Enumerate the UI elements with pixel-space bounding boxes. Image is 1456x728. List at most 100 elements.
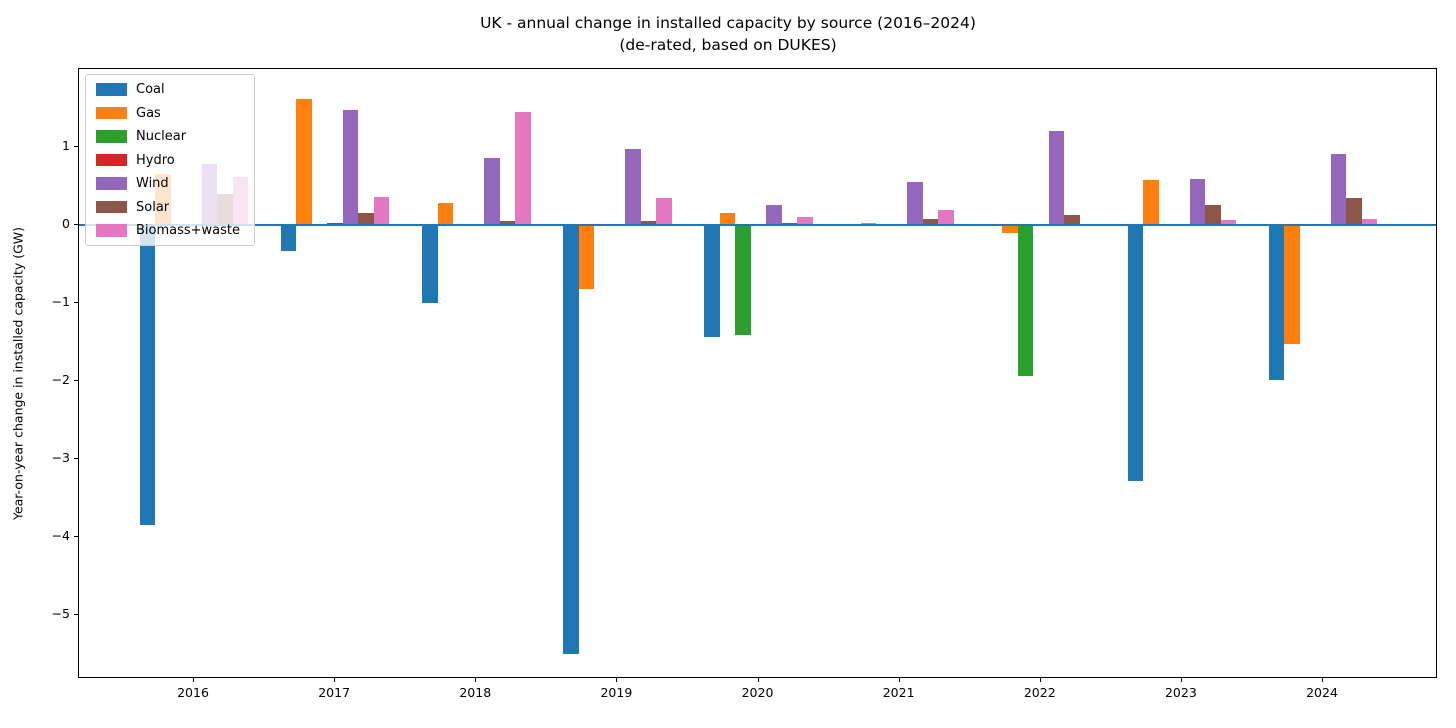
x-tick-mark: [1039, 678, 1041, 682]
bar-solar-2020: [781, 222, 798, 225]
bar-coal-2017: [280, 225, 297, 251]
bar-coal-2024: [1268, 225, 1285, 381]
x-tick-label: 2023: [1164, 685, 1197, 700]
chart-title-block: UK - annual change in installed capacity…: [0, 12, 1456, 56]
bar-nuclear-2022: [1017, 225, 1033, 377]
bar-solar-2023: [1205, 204, 1221, 225]
bar-biomass-waste-2023: [1220, 220, 1237, 225]
legend-swatch-icon: [96, 83, 127, 96]
y-tick-mark: [74, 146, 78, 147]
y-tick-label: 1: [62, 138, 70, 153]
y-tick-mark: [74, 224, 78, 225]
bar-coal-2023: [1127, 225, 1144, 481]
legend-swatch-icon: [96, 200, 127, 214]
y-tick-label: −5: [51, 606, 70, 622]
legend-label: Solar: [136, 199, 170, 215]
bar-coal-2020: [704, 225, 720, 338]
y-axis-label: Year-on-year change in installed capacit…: [10, 226, 26, 521]
bar-coal-2018: [422, 225, 438, 303]
bar-solar-2019: [640, 221, 657, 225]
legend-label: Coal: [136, 82, 165, 97]
x-tick-label: 2024: [1306, 685, 1338, 700]
bar-gas-2018: [437, 203, 453, 225]
x-tick-mark: [898, 678, 900, 682]
bar-hydro-2017: [327, 222, 343, 225]
bar-nuclear-2020: [735, 225, 751, 335]
legend-item-hydro: Hydro: [96, 154, 240, 167]
bar-wind-2019: [625, 149, 641, 225]
y-tick-label: −1: [51, 294, 70, 309]
legend-label: Hydro: [136, 152, 175, 168]
bar-solar-2017: [358, 213, 374, 225]
bar-gas-2023: [1143, 179, 1159, 225]
y-tick-mark: [74, 302, 78, 303]
y-tick-mark: [74, 614, 78, 616]
legend-swatch-icon: [96, 224, 127, 237]
legend-swatch-icon: [96, 130, 127, 143]
bar-gas-2020: [719, 212, 736, 225]
x-tick-mark: [616, 678, 618, 682]
legend-label: Nuclear: [136, 129, 187, 144]
bar-wind-2022: [1048, 130, 1064, 225]
x-tick-label: 2016: [177, 685, 209, 700]
bar-gas-2024: [1284, 225, 1300, 345]
bar-biomass-waste-2017: [373, 196, 390, 225]
bar-biomass-waste-2019: [656, 197, 672, 225]
x-tick-mark: [475, 678, 477, 682]
bar-solar-2022: [1064, 214, 1080, 225]
x-tick-label: 2021: [882, 685, 915, 700]
y-tick-label: −2: [51, 372, 70, 388]
y-tick-label: 0: [62, 216, 70, 231]
y-tick-mark: [74, 536, 78, 538]
bar-coal-2019: [563, 225, 579, 655]
bar-wind-2017: [342, 109, 359, 225]
x-tick-label: 2017: [318, 685, 351, 700]
x-tick-label: 2019: [600, 685, 633, 700]
bar-coal-2016: [139, 225, 156, 526]
bar-biomass-waste-2021: [938, 210, 954, 225]
legend-swatch-icon: [96, 106, 127, 120]
bar-solar-2021: [922, 218, 939, 225]
x-tick-mark: [757, 678, 759, 682]
bar-wind-2021: [907, 182, 923, 225]
x-tick-label: 2022: [1023, 685, 1056, 700]
legend-item-biomass-waste: Biomass+waste: [96, 224, 240, 237]
y-tick-mark: [74, 458, 78, 460]
chart-subtitle: (de-rated, based on DUKES): [619, 36, 837, 54]
bar-biomass-waste-2024: [1361, 218, 1378, 225]
x-tick-mark: [1322, 678, 1323, 682]
legend-item-wind: Wind: [96, 177, 240, 190]
bar-solar-2018: [499, 221, 515, 225]
legend-item-gas: Gas: [96, 107, 240, 120]
x-tick-label: 2020: [741, 685, 774, 700]
zero-line: [79, 224, 1436, 226]
legend: Coal Gas Nuclear Hydro Wind Solar Biomass+wast…: [85, 74, 256, 246]
bar-gas-2022: [1002, 225, 1018, 233]
x-tick-label: 2018: [459, 685, 492, 700]
bar-biomass-waste-2020: [797, 217, 813, 225]
legend-item-nuclear: Nuclear: [96, 130, 240, 143]
y-tick-mark: [74, 380, 78, 382]
x-tick-mark: [1180, 678, 1182, 682]
legend-item-coal: Coal: [96, 83, 240, 96]
bar-wind-2018: [484, 157, 500, 225]
plot-area: Coal Gas Nuclear Hydro Wind Solar Biomass+wast…: [78, 68, 1437, 678]
x-tick-mark: [193, 678, 194, 682]
chart-title: UK - annual change in installed capacity…: [480, 14, 976, 32]
legend-label: Gas: [136, 105, 161, 121]
bar-wind-2023: [1189, 178, 1206, 225]
legend-swatch-icon: [96, 153, 127, 167]
bar-biomass-waste-2018: [515, 111, 531, 225]
bar-wind-2024: [1330, 154, 1347, 225]
legend-item-solar: Solar: [96, 201, 240, 214]
y-tick-label: −3: [51, 450, 70, 466]
bar-wind-2020: [766, 204, 782, 225]
legend-swatch-icon: [96, 177, 127, 190]
x-tick-mark: [334, 678, 336, 682]
bar-gas-2019: [578, 225, 595, 289]
bar-solar-2024: [1346, 197, 1362, 225]
bar-gas-2017: [296, 98, 312, 225]
legend-label: Biomass+waste: [136, 223, 241, 238]
legend-label: Wind: [136, 176, 169, 191]
